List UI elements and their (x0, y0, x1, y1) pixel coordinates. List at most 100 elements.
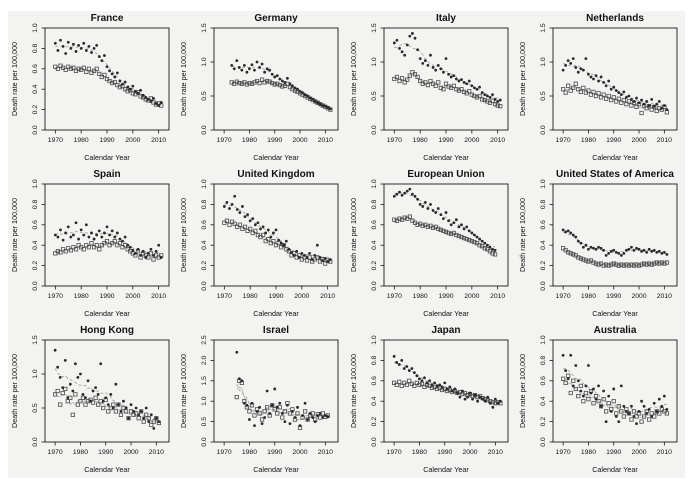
y-axis-label: Death rate per 100,000 (10, 198, 19, 272)
chart-panel-australia: Australia 1970 1980 1990 2000 2010 0.0 0.2 0.4 0.… (516, 322, 685, 478)
y-tick-label: 0.8 (32, 199, 39, 209)
y-axis-label: Death rate per 100,000 (518, 354, 527, 428)
y-tick-label: 0.0 (540, 125, 547, 135)
filled-points (54, 39, 163, 108)
x-axis-label: Calendar Year (592, 309, 638, 318)
open-square-points (229, 77, 333, 113)
x-tick-label: 1970 (217, 449, 232, 456)
x-tick-label: 2000 (462, 449, 477, 456)
y-tick-label: 0.5 (201, 91, 208, 101)
x-tick-label: 1970 (555, 449, 570, 456)
trend-line-filled-series (562, 367, 667, 412)
y-axis-label: Death rate per 100,000 (518, 42, 527, 116)
filled-points (53, 348, 161, 430)
y-tick-label: 0.6 (371, 220, 378, 230)
y-axis-label: Death rate per 100,000 (349, 42, 358, 116)
y-tick-label: 0.4 (371, 240, 378, 250)
x-tick-label: 1970 (555, 293, 570, 300)
x-tick-label: 2000 (125, 137, 140, 144)
y-tick-label: 1.5 (540, 23, 547, 33)
y-tick-label: 0.2 (32, 261, 39, 271)
chart-panel-israel: Israel 1970 1980 1990 2000 2010 0.0 0.5 1.0 1.5 2.… (177, 322, 346, 478)
y-tick-label: 0.0 (201, 437, 208, 447)
y-tick-label: 1.5 (371, 23, 378, 33)
x-tick-label: 2000 (295, 293, 310, 300)
y-tick-label: 0.2 (540, 261, 547, 271)
y-tick-label: 1.0 (540, 57, 547, 67)
x-tick-label: 2000 (631, 449, 646, 456)
panel-title: Israel (263, 325, 289, 336)
filled-points (561, 57, 669, 112)
open-square-points (235, 378, 331, 430)
panel-title: United States of America (556, 169, 674, 180)
y-tick-label: 0.6 (540, 376, 547, 386)
x-tick-label: 2000 (464, 137, 479, 144)
x-tick-label: 2010 (320, 293, 335, 300)
y-tick-label: 0.4 (540, 396, 547, 406)
y-tick-label: 1.0 (32, 179, 39, 189)
figure-canvas: France 1970 1980 1990 2000 2010 0.0 0.2 0.4 0.6 0.… (8, 11, 685, 478)
y-tick-label: 0.4 (540, 240, 547, 250)
x-tick-label: 2000 (464, 293, 479, 300)
panel-title: Italy (436, 13, 456, 24)
connector-line-open-series (231, 80, 331, 110)
x-tick-label: 1970 (386, 137, 401, 144)
connector-line-open-series (55, 242, 162, 258)
x-tick-label: 1990 (98, 449, 113, 456)
panel-title: Australia (593, 325, 636, 336)
y-tick-label: 0.0 (201, 281, 208, 291)
y-tick-label: 0.0 (32, 281, 39, 291)
x-axis-label: Calendar Year (84, 309, 130, 318)
filled-points (235, 350, 330, 427)
y-tick-label: 0.4 (201, 240, 208, 250)
chart-svg-japan: Japan 1970 1980 1990 2000 2010 0.0 0.2 0.4 0.6 0.8… (349, 325, 509, 474)
y-tick-label: 1.0 (371, 57, 378, 67)
x-tick-label: 1980 (581, 293, 596, 300)
y-tick-label: 0.4 (32, 240, 39, 250)
x-axis-label: Calendar Year (423, 309, 469, 318)
y-tick-label: 2.0 (201, 355, 208, 365)
connector-line-open-series (393, 217, 495, 255)
chart-svg-australia: Australia 1970 1980 1990 2000 2010 0.0 0.2 0.4 0.… (518, 325, 678, 474)
x-tick-label: 1970 (386, 293, 401, 300)
y-tick-label: 1.0 (371, 335, 378, 345)
y-tick-label: 0.2 (32, 105, 39, 115)
x-tick-label: 1980 (412, 293, 427, 300)
x-axis-label: Calendar Year (423, 153, 469, 162)
trend-line-filled-series (393, 192, 495, 248)
chart-svg-france: France 1970 1980 1990 2000 2010 0.0 0.2 0.4 0.6 0.… (10, 13, 170, 162)
y-tick-label: 0.0 (371, 437, 378, 447)
open-square-points (391, 214, 497, 257)
y-tick-label: 0.2 (371, 261, 378, 271)
x-tick-label: 2010 (657, 449, 672, 456)
filled-points (561, 353, 669, 425)
filled-points (223, 194, 333, 263)
filled-points (54, 221, 163, 259)
x-tick-label: 1970 (48, 293, 63, 300)
x-tick-label: 2010 (318, 137, 333, 144)
x-tick-label: 1990 (606, 293, 621, 300)
y-tick-label: 0.6 (32, 220, 39, 230)
y-tick-label: 0.5 (540, 91, 547, 101)
x-tick-label: 1980 (412, 137, 427, 144)
x-tick-label: 2000 (293, 137, 308, 144)
open-square-points (391, 70, 502, 109)
y-axis-label: Death rate per 100,000 (349, 198, 358, 272)
y-tick-label: 0.6 (32, 64, 39, 74)
chart-svg-italy: Italy 1970 1980 1990 2000 2010 0.0 0.5 1.0 1.5 Cal… (349, 13, 509, 162)
y-axis-label: Death rate per 100,000 (518, 198, 527, 272)
open-square-points (222, 218, 333, 266)
y-axis-label: Death rate per 100,000 (179, 198, 188, 272)
y-tick-label: 0.8 (32, 44, 39, 54)
y-axis-label: Death rate per 100,000 (10, 354, 19, 428)
x-axis-label: Calendar Year (592, 153, 638, 162)
y-tick-label: 0.0 (32, 125, 39, 135)
x-tick-label: 1980 (242, 449, 257, 456)
x-tick-label: 1970 (217, 293, 232, 300)
y-tick-label: 0.2 (540, 416, 547, 426)
panel-title: Hong Kong (80, 325, 134, 336)
chart-panel-hong-kong: Hong Kong 1970 1980 1990 2000 2010 0.0 0.5 1.0 1.… (8, 322, 177, 478)
panel-title: United Kingdom (238, 169, 315, 180)
x-axis-label: Calendar Year (254, 153, 300, 162)
x-axis-label: Calendar Year (84, 465, 130, 474)
